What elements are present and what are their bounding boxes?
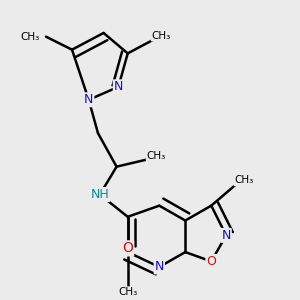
Text: N: N — [154, 260, 164, 273]
Text: N: N — [114, 80, 123, 93]
Text: CH₃: CH₃ — [147, 151, 166, 160]
Text: NH: NH — [91, 188, 109, 201]
Text: CH₃: CH₃ — [234, 176, 254, 185]
Text: CH₃: CH₃ — [152, 31, 171, 40]
Text: CH₃: CH₃ — [20, 32, 39, 42]
Text: CH₃: CH₃ — [118, 287, 137, 297]
Text: O: O — [206, 255, 216, 268]
Text: O: O — [122, 242, 133, 255]
Text: N: N — [84, 93, 93, 106]
Text: N: N — [221, 229, 231, 242]
